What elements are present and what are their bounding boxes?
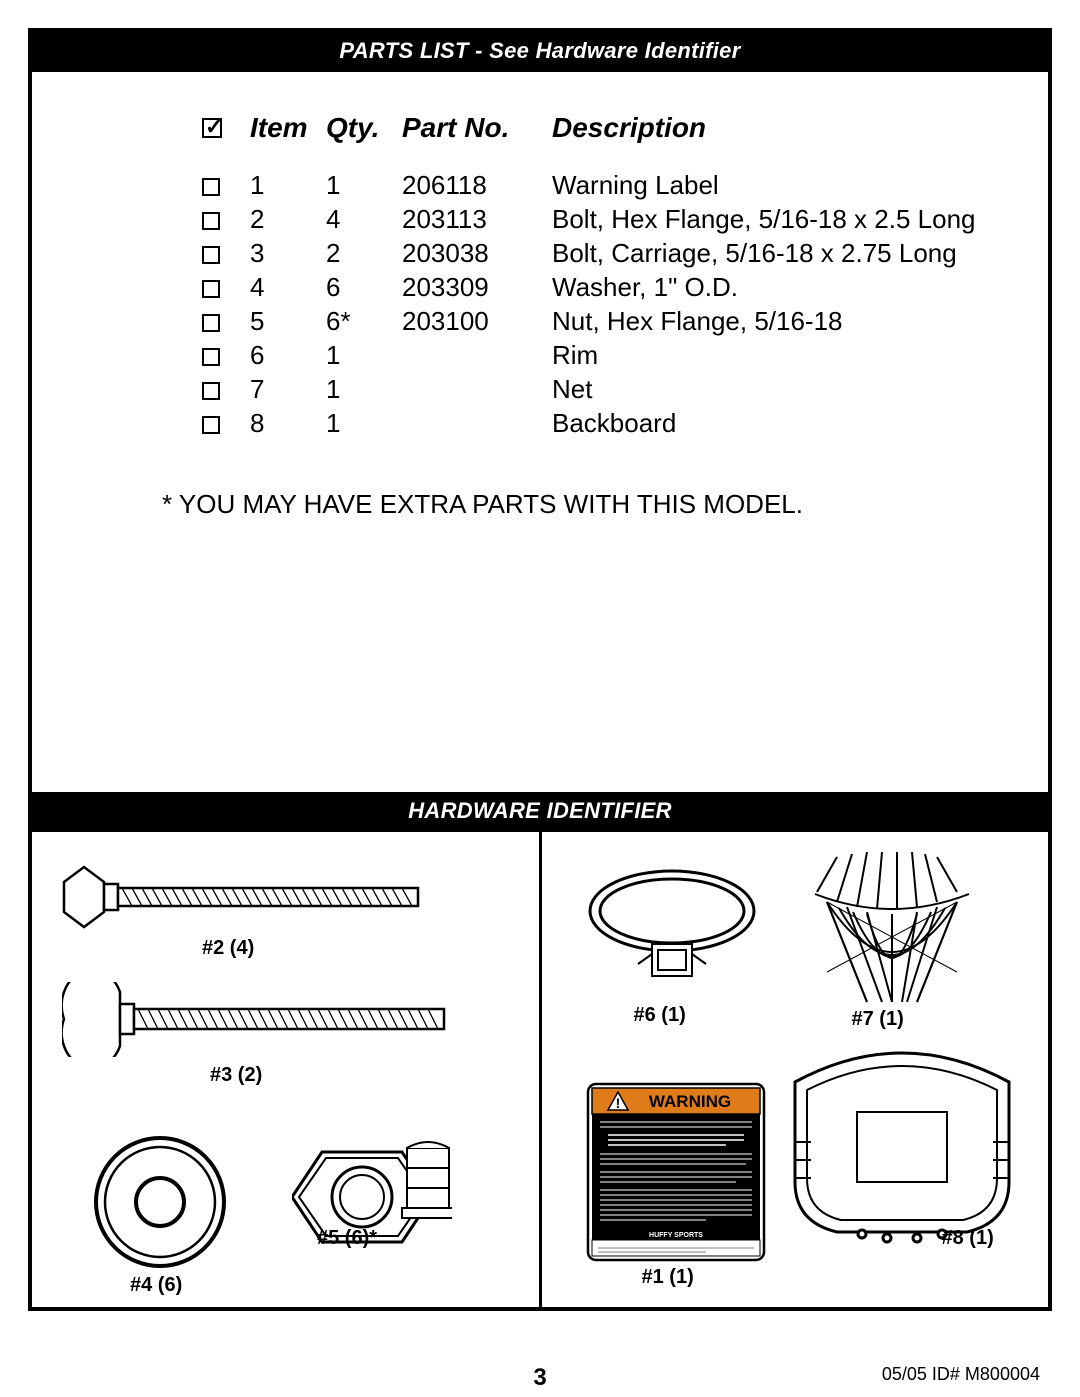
- label-2: #2 (4): [202, 937, 254, 960]
- row-partno: 203113: [402, 204, 552, 235]
- washer-icon: [90, 1132, 230, 1272]
- table-row: 46203309Washer, 1" O.D.: [202, 272, 1008, 303]
- row-qty: 1: [326, 170, 402, 201]
- label-1: #1 (1): [642, 1266, 694, 1289]
- row-checkbox: [202, 241, 250, 267]
- row-partno: 203100: [402, 306, 552, 337]
- row-partno: 206118: [402, 170, 552, 201]
- table-row: 71 Net: [202, 374, 1008, 405]
- label-7: #7 (1): [852, 1008, 904, 1031]
- row-item: 5: [250, 306, 326, 337]
- row-qty: 1: [326, 408, 402, 439]
- hardware-id-header: HARDWARE IDENTIFIER: [32, 792, 1048, 832]
- row-qty: 2: [326, 238, 402, 269]
- label-8: #8 (1): [942, 1227, 994, 1250]
- row-desc: Bolt, Hex Flange, 5/16-18 x 2.5 Long: [552, 204, 1008, 235]
- warning-label-icon: ! WARNING: [586, 1082, 766, 1262]
- main-panel: PARTS LIST - See Hardware Identifier Ite…: [28, 28, 1052, 1311]
- row-checkbox: [202, 343, 250, 369]
- row-partno: 203038: [402, 238, 552, 269]
- table-header-row: Item Qty. Part No. Description: [202, 112, 1008, 144]
- label-3: #3 (2): [210, 1064, 262, 1087]
- row-checkbox: [202, 411, 250, 437]
- table-row: 11206118Warning Label: [202, 170, 1008, 201]
- row-item: 3: [250, 238, 326, 269]
- row-item: 6: [250, 340, 326, 371]
- table-row: 56*203100Nut, Hex Flange, 5/16-18: [202, 306, 1008, 337]
- row-qty: 1: [326, 374, 402, 405]
- label-6: #6 (1): [634, 1004, 686, 1027]
- row-qty: 6: [326, 272, 402, 303]
- hardware-left-panel: #2 (4) #3 (2): [32, 832, 542, 1307]
- net-icon: [797, 852, 987, 1012]
- warning-header-text: WARNING: [648, 1092, 730, 1111]
- table-row: 32203038Bolt, Carriage, 5/16-18 x 2.75 L…: [202, 238, 1008, 269]
- backboard-icon: [777, 1042, 1027, 1252]
- row-desc: Bolt, Carriage, 5/16-18 x 2.75 Long: [552, 238, 1008, 269]
- header-qty: Qty.: [326, 112, 402, 144]
- row-partno: 203309: [402, 272, 552, 303]
- row-desc: Warning Label: [552, 170, 1008, 201]
- extra-parts-note: * YOU MAY HAVE EXTRA PARTS WITH THIS MOD…: [162, 489, 1008, 520]
- header-item: Item: [250, 112, 326, 144]
- svg-text:!: !: [615, 1095, 620, 1111]
- row-desc: Rim: [552, 340, 1008, 371]
- carriage-bolt-icon: [62, 982, 462, 1057]
- row-checkbox: [202, 377, 250, 403]
- row-checkbox: [202, 207, 250, 233]
- rim-icon: [582, 856, 772, 996]
- hardware-body: #2 (4) #3 (2): [32, 832, 1048, 1307]
- hardware-right-panel: #6 (1): [542, 832, 1049, 1307]
- page-footer: 3 05/05 ID# M800004: [0, 1364, 1080, 1385]
- page-number: 3: [533, 1364, 546, 1392]
- header-checkmark-icon: [202, 113, 250, 144]
- hex-bolt-icon: [62, 862, 442, 932]
- row-desc: Washer, 1" O.D.: [552, 272, 1008, 303]
- nut-icon: [292, 1132, 452, 1272]
- table-row: 81 Backboard: [202, 408, 1008, 439]
- label-5: #5 (6)*: [317, 1227, 377, 1250]
- header-part: Part No.: [402, 112, 552, 144]
- row-item: 1: [250, 170, 326, 201]
- row-desc: Backboard: [552, 408, 1008, 439]
- svg-text:HUFFY SPORTS: HUFFY SPORTS: [649, 1232, 703, 1239]
- row-checkbox: [202, 173, 250, 199]
- footer-id: 05/05 ID# M800004: [882, 1364, 1040, 1385]
- row-desc: Net: [552, 374, 1008, 405]
- parts-list-header: PARTS LIST - See Hardware Identifier: [32, 32, 1048, 72]
- row-item: 4: [250, 272, 326, 303]
- row-item: 8: [250, 408, 326, 439]
- label-4: #4 (6): [130, 1274, 182, 1297]
- row-item: 2: [250, 204, 326, 235]
- table-row: 61 Rim: [202, 340, 1008, 371]
- row-qty: 6*: [326, 306, 402, 337]
- parts-rows: 11206118Warning Label24203113Bolt, Hex F…: [202, 170, 1008, 439]
- row-qty: 1: [326, 340, 402, 371]
- parts-list-body: Item Qty. Part No. Description 11206118W…: [32, 72, 1048, 792]
- row-desc: Nut, Hex Flange, 5/16-18: [552, 306, 1008, 337]
- row-item: 7: [250, 374, 326, 405]
- page: PARTS LIST - See Hardware Identifier Ite…: [0, 0, 1080, 1397]
- header-desc: Description: [552, 112, 1008, 144]
- row-qty: 4: [326, 204, 402, 235]
- row-checkbox: [202, 275, 250, 301]
- table-row: 24203113Bolt, Hex Flange, 5/16-18 x 2.5 …: [202, 204, 1008, 235]
- row-checkbox: [202, 309, 250, 335]
